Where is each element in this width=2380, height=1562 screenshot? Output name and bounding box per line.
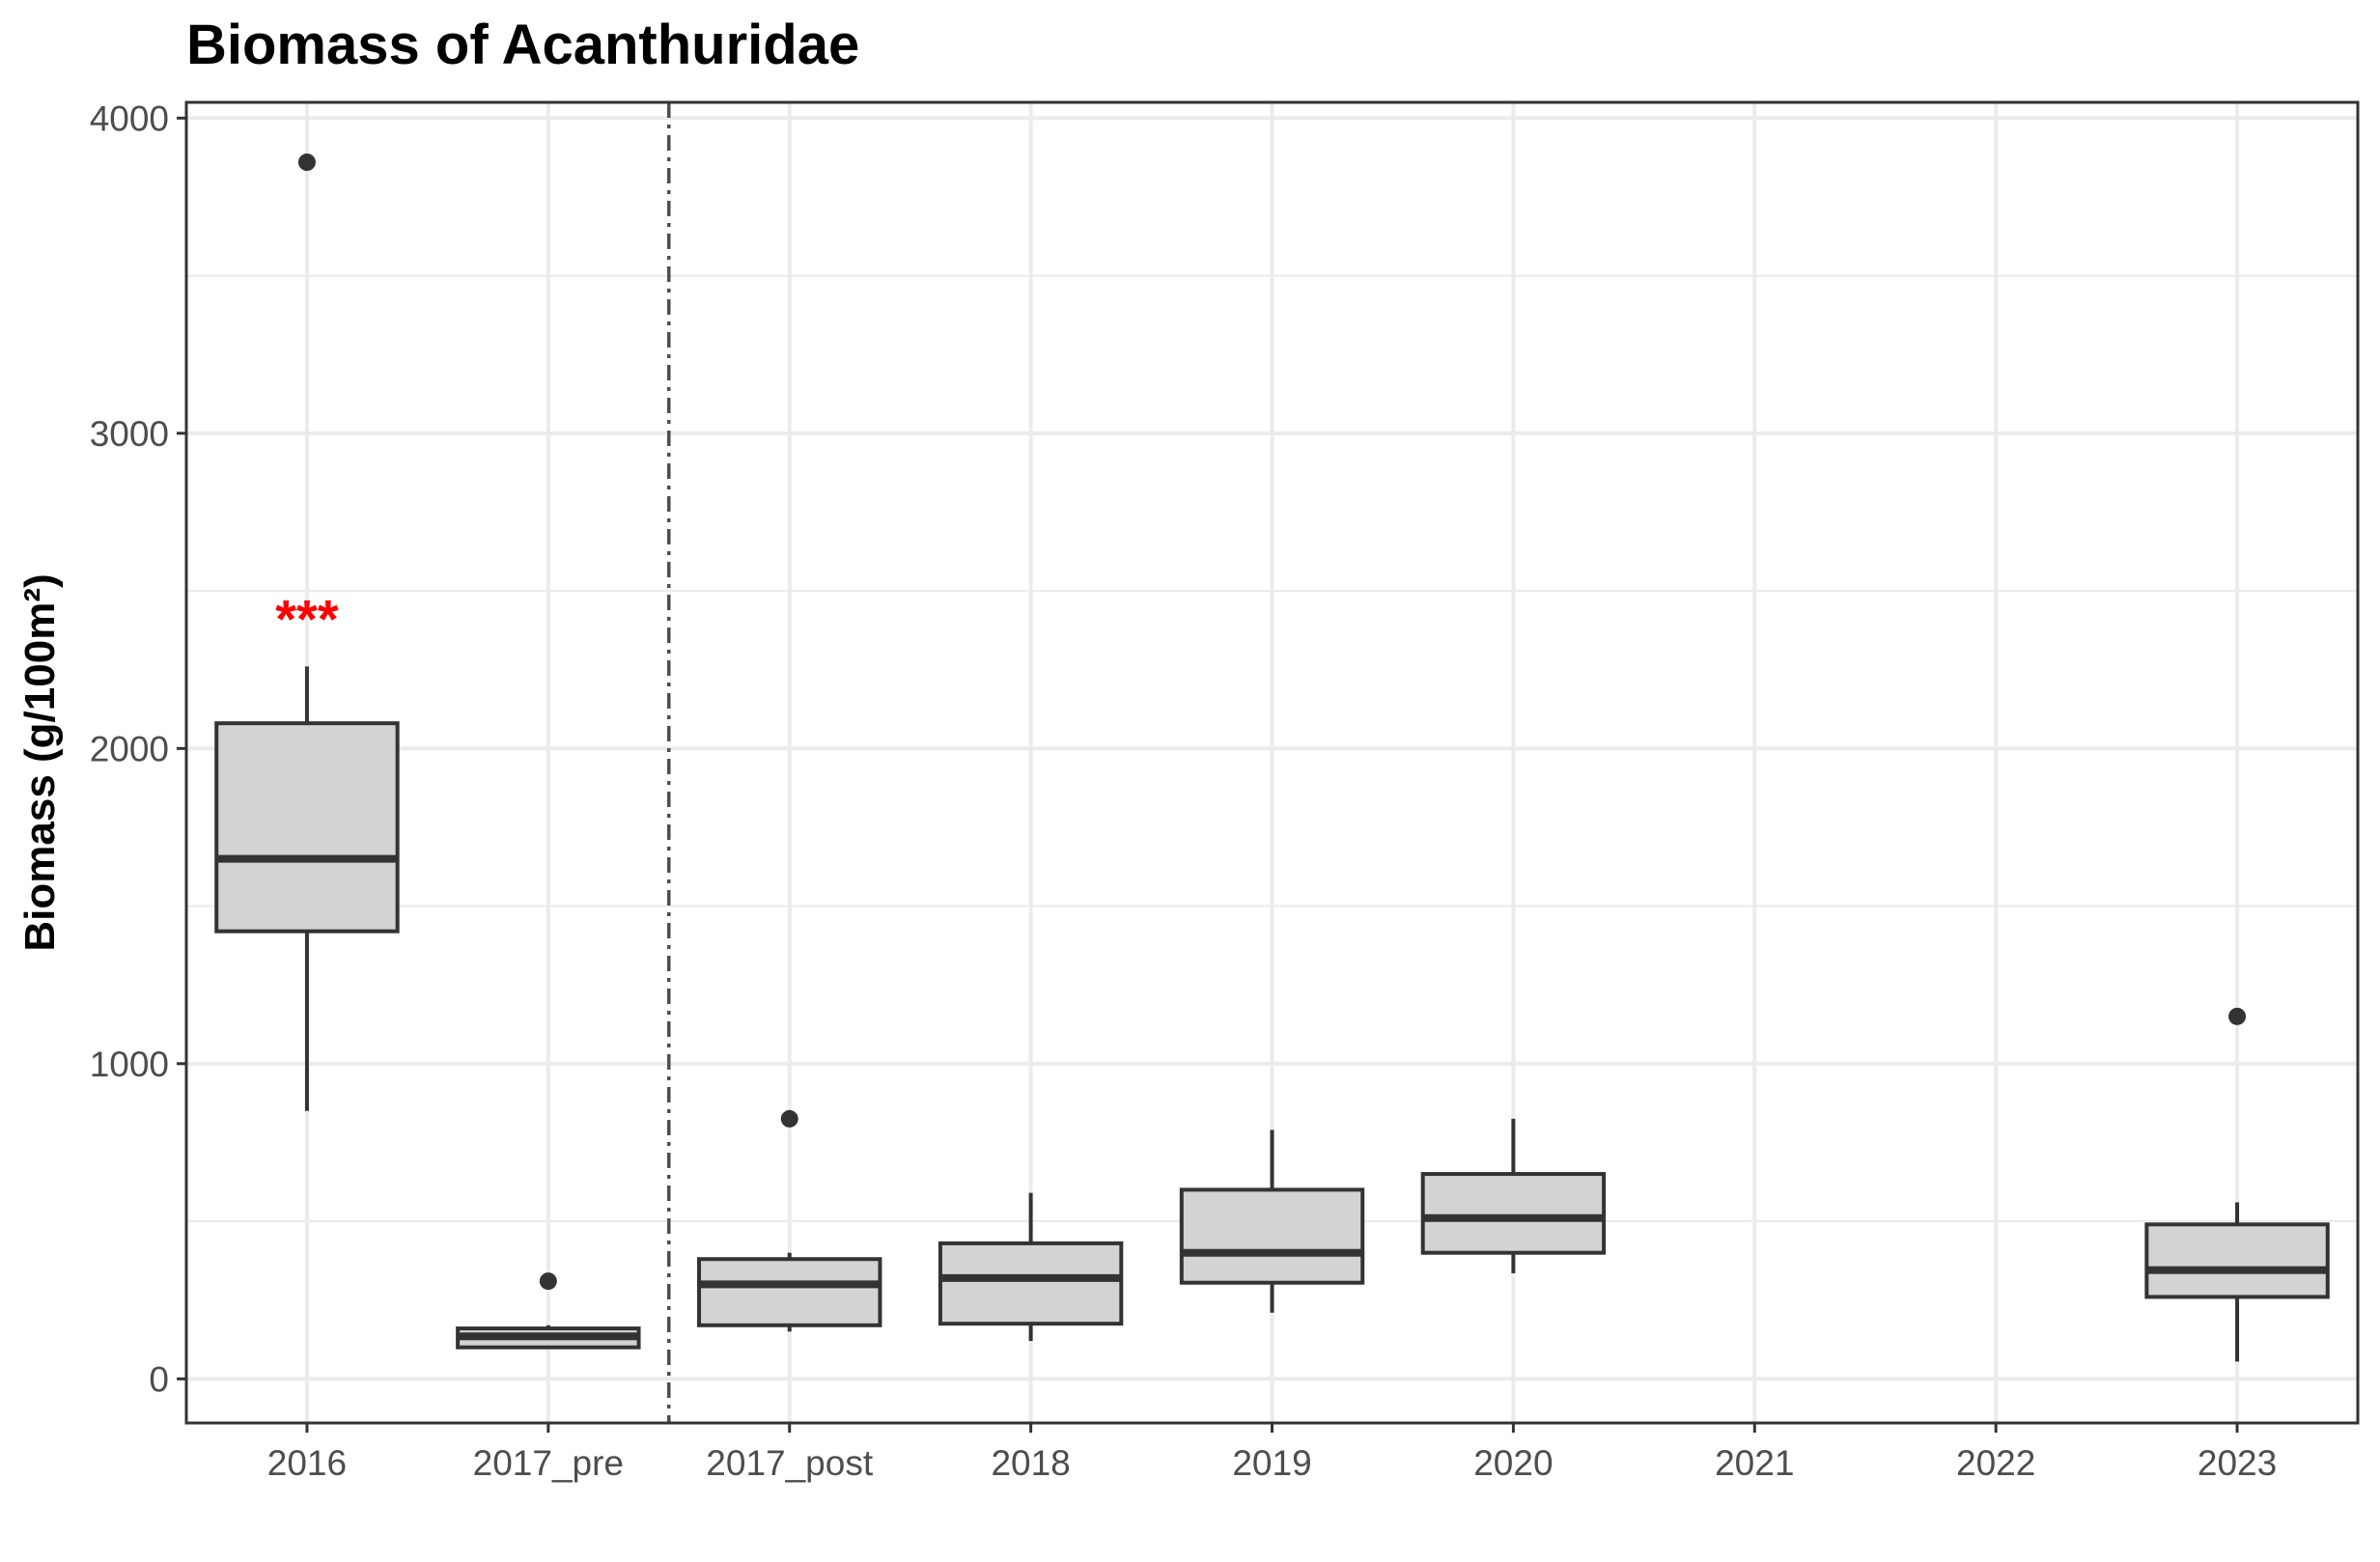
y-tick-label: 4000 (90, 98, 169, 138)
x-tick-label: 2016 (267, 1443, 347, 1483)
box-2020 (1420, 1172, 1607, 1255)
y-tick-label: 1000 (90, 1045, 169, 1084)
y-tick-label: 2000 (90, 729, 169, 768)
outlier-point (297, 153, 316, 172)
outlier-point (2228, 1007, 2247, 1025)
y-tick-label: 0 (149, 1359, 169, 1399)
y-tick-label: 3000 (90, 414, 169, 454)
x-tick-label: 2019 (1232, 1443, 1311, 1483)
chart-title: Biomass of Acanthuridae (186, 14, 859, 76)
x-tick-label: 2018 (991, 1443, 1070, 1483)
outlier-point (539, 1272, 557, 1291)
plot-area: *** 0 1000 2000 3000 4000 2016 2017_pre 2017_pos… (90, 98, 2360, 1483)
box-2018 (938, 1241, 1124, 1326)
x-tick-label: 2022 (1956, 1443, 2035, 1483)
x-tick-label: 2023 (2198, 1443, 2277, 1483)
outlier-point (780, 1109, 798, 1128)
box-2017_post (697, 1257, 882, 1327)
x-tick-label: 2017_pre (473, 1443, 624, 1483)
box-2023 (2144, 1222, 2330, 1299)
box-2016 (214, 721, 400, 934)
y-axis-label: Biomass (g/100m²) (16, 573, 64, 951)
x-tick-label: 2020 (1473, 1443, 1553, 1483)
significance-annotation: *** (275, 588, 339, 649)
x-tick-label: 2017_post (706, 1443, 874, 1483)
x-tick-label: 2021 (1715, 1443, 1794, 1483)
box-2019 (1179, 1187, 1365, 1285)
